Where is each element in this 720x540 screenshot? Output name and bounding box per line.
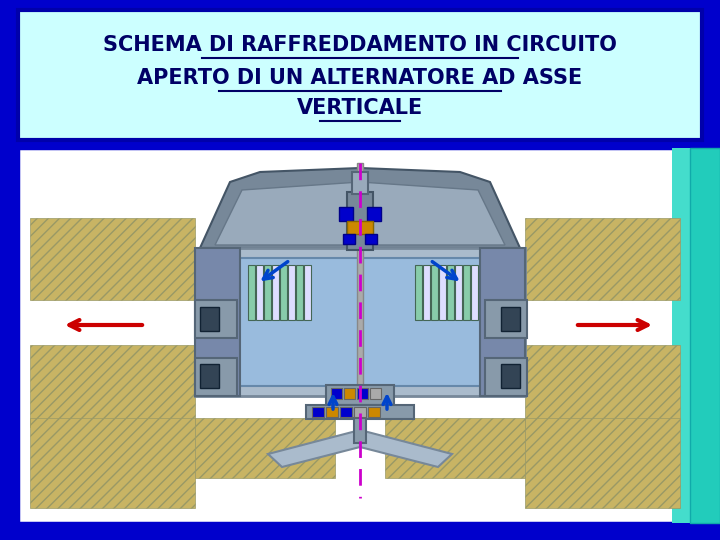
Bar xyxy=(525,418,680,508)
Bar xyxy=(30,218,195,300)
Bar xyxy=(200,307,219,331)
Bar xyxy=(304,265,311,320)
Bar xyxy=(347,192,373,250)
Bar xyxy=(195,300,237,338)
Bar xyxy=(672,148,690,523)
Bar xyxy=(248,265,255,320)
Bar xyxy=(354,407,366,417)
Text: APERTO DI UN ALTERNATORE AD ASSE: APERTO DI UN ALTERNATORE AD ASSE xyxy=(138,68,582,88)
Bar xyxy=(195,418,335,478)
Bar xyxy=(30,418,195,508)
Bar xyxy=(326,385,394,405)
Bar xyxy=(357,163,363,423)
Bar xyxy=(344,388,355,399)
Bar xyxy=(471,265,478,320)
Polygon shape xyxy=(360,430,452,467)
Bar xyxy=(347,221,373,234)
Bar xyxy=(439,265,446,320)
Bar xyxy=(326,407,338,417)
Bar xyxy=(368,407,380,417)
Bar xyxy=(357,388,368,399)
Bar xyxy=(501,364,520,388)
Bar xyxy=(690,148,720,523)
Bar xyxy=(18,148,690,523)
Bar xyxy=(370,388,381,399)
Bar xyxy=(340,407,352,417)
Bar xyxy=(480,248,525,396)
Bar xyxy=(312,407,324,417)
Bar xyxy=(455,265,462,320)
Bar xyxy=(485,358,527,396)
Bar xyxy=(195,248,240,396)
Bar xyxy=(463,265,470,320)
Bar xyxy=(18,10,702,140)
Polygon shape xyxy=(200,168,520,248)
Bar xyxy=(343,234,355,244)
Bar xyxy=(195,248,525,396)
Bar xyxy=(423,265,430,320)
Bar xyxy=(485,300,527,338)
Polygon shape xyxy=(268,430,360,467)
Bar xyxy=(331,388,342,399)
Bar xyxy=(256,265,263,320)
Bar xyxy=(238,258,482,386)
Bar xyxy=(352,172,368,194)
Text: VERTICALE: VERTICALE xyxy=(297,98,423,118)
Bar xyxy=(525,345,680,427)
Bar xyxy=(296,265,303,320)
Bar xyxy=(431,265,438,320)
Text: SCHEMA DI RAFFREDDAMENTO IN CIRCUITO: SCHEMA DI RAFFREDDAMENTO IN CIRCUITO xyxy=(103,35,617,55)
Bar xyxy=(339,207,353,221)
Bar xyxy=(447,265,454,320)
Polygon shape xyxy=(215,182,505,245)
Bar xyxy=(365,234,377,244)
Bar xyxy=(30,345,195,427)
Bar xyxy=(280,265,287,320)
Bar xyxy=(354,418,366,443)
Bar xyxy=(288,265,295,320)
Bar xyxy=(525,218,680,300)
Bar xyxy=(264,265,271,320)
Bar xyxy=(501,307,520,331)
Bar xyxy=(200,364,219,388)
Bar xyxy=(195,358,237,396)
Bar xyxy=(367,207,381,221)
Bar xyxy=(272,265,279,320)
Bar xyxy=(415,265,422,320)
Bar xyxy=(385,418,525,478)
Bar xyxy=(306,405,414,419)
